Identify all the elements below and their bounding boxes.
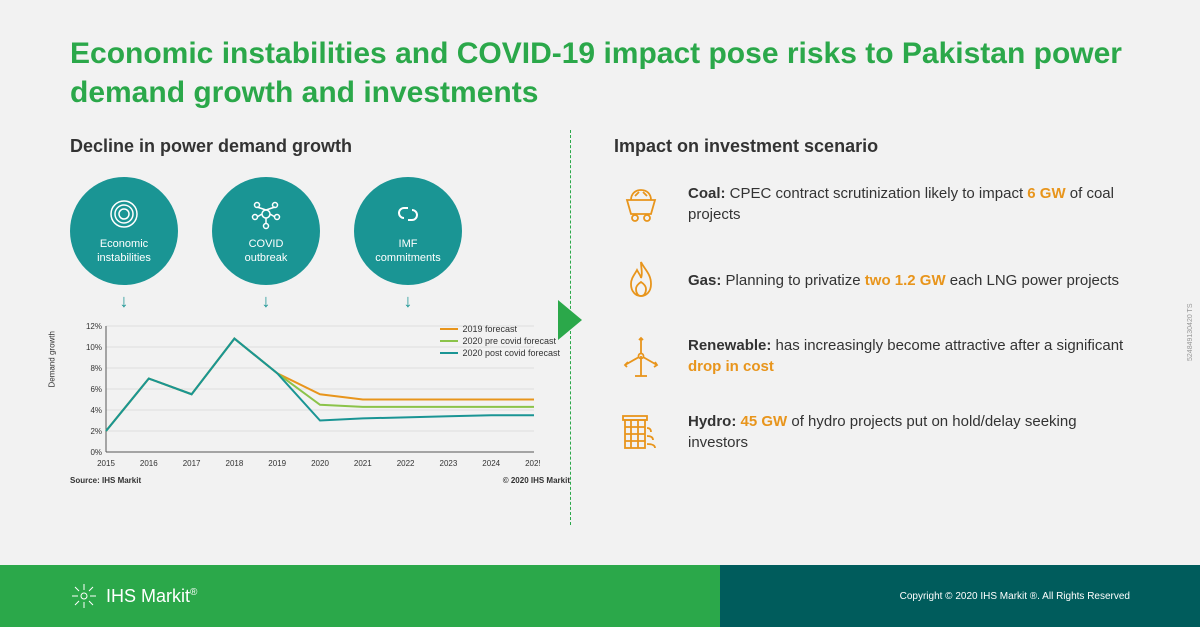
svg-text:2022: 2022 [397, 459, 415, 468]
down-arrow-icon: ↓ [404, 291, 413, 312]
impact-item: Renewable: has increasingly become attra… [614, 329, 1130, 383]
impact-text: Hydro: 45 GW of hydro projects put on ho… [688, 411, 1130, 453]
circle-badge: IMFcommitments [354, 177, 462, 285]
svg-text:2018: 2018 [226, 459, 244, 468]
right-subtitle: Impact on investment scenario [614, 136, 1130, 157]
left-subtitle: Decline in power demand growth [70, 136, 570, 157]
svg-text:2023: 2023 [440, 459, 458, 468]
impact-item: Coal: CPEC contract scrutinization likel… [614, 177, 1130, 231]
svg-text:0%: 0% [90, 448, 102, 457]
svg-text:2017: 2017 [183, 459, 201, 468]
footer-logo-text: IHS Markit® [106, 586, 197, 607]
svg-text:6%: 6% [90, 385, 102, 394]
source-right: © 2020 IHS Markit [503, 476, 570, 485]
side-code: 524849130420 TS [1187, 304, 1194, 361]
impact-item: Hydro: 45 GW of hydro projects put on ho… [614, 405, 1130, 459]
svg-text:2015: 2015 [97, 459, 115, 468]
svg-text:2016: 2016 [140, 459, 158, 468]
chart-container: Demand growth 0%2%4%6%8%10%12%2015201620… [70, 320, 570, 485]
legend-item: 2020 pre covid forecast [440, 336, 560, 346]
footer-left: IHS Markit® [0, 565, 720, 627]
circle-badge: COVIDoutbreak [212, 177, 320, 285]
coal-icon [614, 177, 668, 231]
svg-text:2%: 2% [90, 427, 102, 436]
circle-item: IMFcommitments ↓ [354, 177, 462, 312]
svg-text:2024: 2024 [482, 459, 500, 468]
page-title: Economic instabilities and COVID-19 impa… [70, 34, 1130, 112]
logo-icon [70, 582, 98, 610]
items-list: Coal: CPEC contract scrutinization likel… [614, 177, 1130, 459]
footer: IHS Markit® Copyright © 2020 IHS Markit … [0, 565, 1200, 627]
svg-text:2021: 2021 [354, 459, 372, 468]
svg-text:12%: 12% [86, 322, 102, 331]
impact-text: Renewable: has increasingly become attra… [688, 335, 1130, 377]
svg-text:2020: 2020 [311, 459, 329, 468]
svg-text:4%: 4% [90, 406, 102, 415]
circle-item: COVIDoutbreak ↓ [212, 177, 320, 312]
circles-row: Economicinstabilities↓COVIDoutbreak↓IMFc… [70, 177, 570, 312]
footer-right: Copyright © 2020 IHS Markit ®. All Right… [720, 565, 1200, 627]
gas-icon [614, 253, 668, 307]
renewable-icon [614, 329, 668, 383]
circle-badge: Economicinstabilities [70, 177, 178, 285]
circle-item: Economicinstabilities ↓ [70, 177, 178, 312]
hydro-icon [614, 405, 668, 459]
left-panel: Decline in power demand growth Economici… [70, 136, 570, 485]
chart-ylabel: Demand growth [48, 331, 57, 387]
svg-text:2019: 2019 [268, 459, 286, 468]
svg-text:8%: 8% [90, 364, 102, 373]
impact-text: Gas: Planning to privatize two 1.2 GW ea… [688, 270, 1119, 291]
down-arrow-icon: ↓ [120, 291, 129, 312]
source-left: Source: IHS Markit [70, 476, 141, 485]
legend-item: 2020 post covid forecast [440, 348, 560, 358]
right-panel: Impact on investment scenario Coal: CPEC… [570, 136, 1130, 485]
legend-item: 2019 forecast [440, 324, 560, 334]
down-arrow-icon: ↓ [262, 291, 271, 312]
svg-text:10%: 10% [86, 343, 102, 352]
chart-legend: 2019 forecast 2020 pre covid forecast 2020… [440, 324, 560, 360]
impact-item: Gas: Planning to privatize two 1.2 GW ea… [614, 253, 1130, 307]
impact-text: Coal: CPEC contract scrutinization likel… [688, 183, 1130, 225]
svg-text:2025: 2025 [525, 459, 540, 468]
chart-source: Source: IHS Markit © 2020 IHS Markit [70, 476, 570, 485]
arrow-triangle [558, 300, 582, 340]
